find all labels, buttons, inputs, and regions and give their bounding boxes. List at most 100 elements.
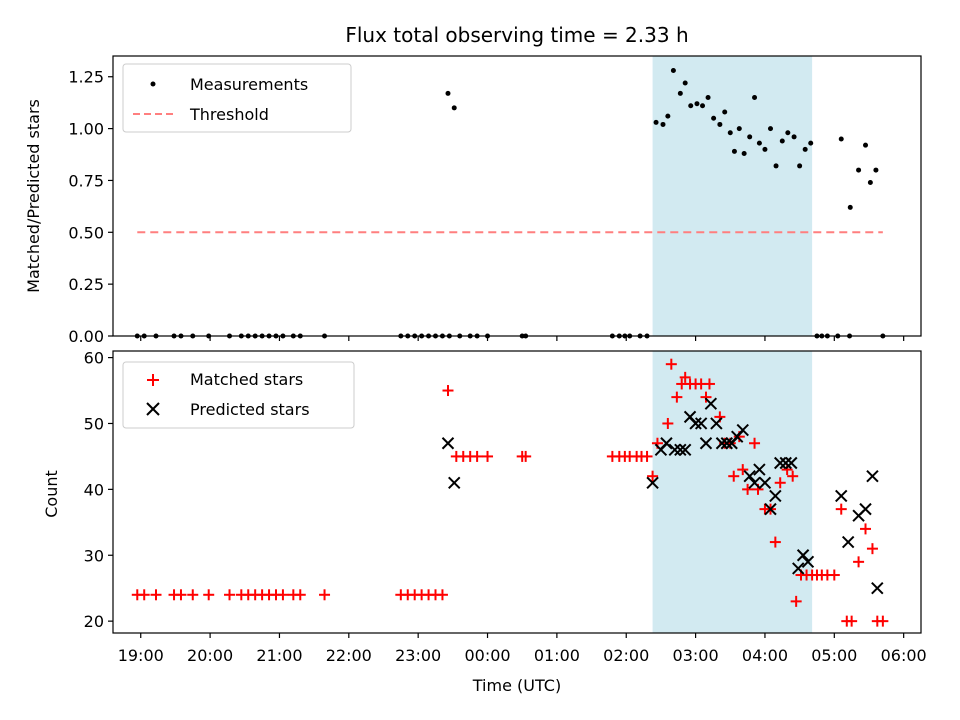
matched-star-point <box>790 595 802 607</box>
bottom-xtick-label: 22:00 <box>326 646 372 665</box>
predicted-star-point <box>694 417 708 430</box>
matched-star-point <box>671 391 683 403</box>
matched-star-point <box>787 470 799 482</box>
bottom-xtick-label: 20:00 <box>187 646 233 665</box>
bottom-ytick-tick-label: 50 <box>84 414 104 433</box>
predicted-star-point <box>710 417 723 430</box>
top-y-axis-label: Matched/Predicted stars <box>24 99 43 293</box>
matched-star-point <box>877 615 889 627</box>
matched-star-point <box>647 470 659 482</box>
measurement-point <box>653 119 659 125</box>
measurement-point <box>660 121 666 127</box>
matched-star-point <box>277 589 289 601</box>
top-ytick-tick-label: 1.00 <box>68 120 104 139</box>
measurement-point <box>779 138 785 144</box>
matched-star-point <box>520 450 532 462</box>
predicted-star-point <box>764 502 777 516</box>
predicted-star-point <box>715 437 729 450</box>
measurement-point <box>756 140 762 146</box>
matched-star-point <box>835 503 847 515</box>
bottom-xtick-label: 00:00 <box>464 646 510 665</box>
measurement-point <box>847 204 853 210</box>
matched-star-point <box>224 589 236 601</box>
predicted-star-point <box>792 562 805 575</box>
measurement-point <box>767 126 773 132</box>
predicted-star-point <box>736 423 749 437</box>
matched-star-point <box>828 569 840 581</box>
predicted-star-point <box>720 437 734 450</box>
predicted-star-point <box>689 417 702 430</box>
matched-star-point <box>482 450 494 462</box>
matched-star-point <box>860 523 872 535</box>
measurement-point <box>451 105 457 111</box>
matched-star-point <box>187 589 199 601</box>
matched-star-point <box>679 371 691 383</box>
bottom-xtick-label: 23:00 <box>395 646 441 665</box>
matched-star-point <box>138 589 150 601</box>
bottom-y-axis-label: Count <box>42 470 61 518</box>
measurement-point <box>797 163 803 169</box>
bottom-yticks: 20 30 40 50 60 <box>84 349 113 631</box>
matched-star-point <box>846 615 858 627</box>
measurement-point <box>677 90 683 96</box>
top-span-highlight <box>652 56 813 336</box>
measurement-point <box>762 146 768 152</box>
top-ytick-tick-label: 0.25 <box>68 275 104 294</box>
measurement-point <box>665 113 671 119</box>
predicted-star-point <box>859 502 872 516</box>
predicted-star-point <box>674 443 687 457</box>
measurement-point <box>688 103 694 109</box>
matched-star-point <box>150 589 162 601</box>
predicted-star-point <box>769 489 782 503</box>
top-ytick-tick-label: 0.00 <box>68 327 104 346</box>
measurement-point <box>867 180 873 186</box>
bottom-ytick-tick-label: 30 <box>84 546 104 565</box>
measurement-point <box>838 136 844 142</box>
bottom-xtick-label: 06:00 <box>881 646 927 665</box>
bottom-ytick-tick-label: 20 <box>84 612 104 631</box>
measurement-point <box>445 90 451 96</box>
predicted-star-point <box>866 469 879 483</box>
matched-star-point <box>203 589 215 601</box>
bottom-ytick-tick-label: 40 <box>84 480 104 499</box>
matched-star-point <box>662 417 674 429</box>
top-legend-box <box>122 63 352 133</box>
bottom-legend: Matched stars Predicted stars <box>122 361 355 429</box>
matched-star-point <box>294 589 306 601</box>
predicted-star-point <box>704 397 718 410</box>
matched-star-point <box>641 450 653 462</box>
predicted-star-point <box>773 456 787 470</box>
matched-star-point <box>728 470 740 482</box>
predicted-star-point <box>448 476 461 489</box>
matched-star-point <box>749 437 761 449</box>
matched-star-point <box>703 378 715 390</box>
predicted-star-point <box>841 535 855 549</box>
measurement-point <box>736 126 742 132</box>
predicted-star-point <box>758 476 772 489</box>
bottom-xtick-label: 01:00 <box>534 646 580 665</box>
bottom-xtick-label: 02:00 <box>603 646 649 665</box>
measurement-point <box>802 146 808 152</box>
matched-star-point <box>774 477 786 489</box>
top-legend: Measurements Threshold <box>122 63 352 133</box>
bottom-xtick-label: 03:00 <box>673 646 719 665</box>
bottom-xtick-label: 05:00 <box>811 646 857 665</box>
legend-predicted-label: Predicted stars <box>190 400 310 419</box>
bottom-ytick-tick-label: 60 <box>84 349 104 368</box>
matched-star-point <box>471 450 483 462</box>
measurement-point <box>711 115 717 121</box>
matched-star-point <box>700 391 712 403</box>
matched-star-point <box>665 358 677 370</box>
predicted-star-point <box>743 469 756 483</box>
legend-matched-marker <box>147 374 159 386</box>
predicted-star-point <box>678 443 692 457</box>
bottom-legend-box <box>122 361 355 429</box>
matched-star-point <box>866 543 878 555</box>
top-xticks <box>140 336 905 341</box>
measurement-point <box>682 80 688 86</box>
matched-star-point <box>737 464 749 476</box>
matched-star-point <box>319 589 331 601</box>
measurement-point <box>873 167 879 173</box>
bottom-xtick-label: 21:00 <box>256 646 302 665</box>
